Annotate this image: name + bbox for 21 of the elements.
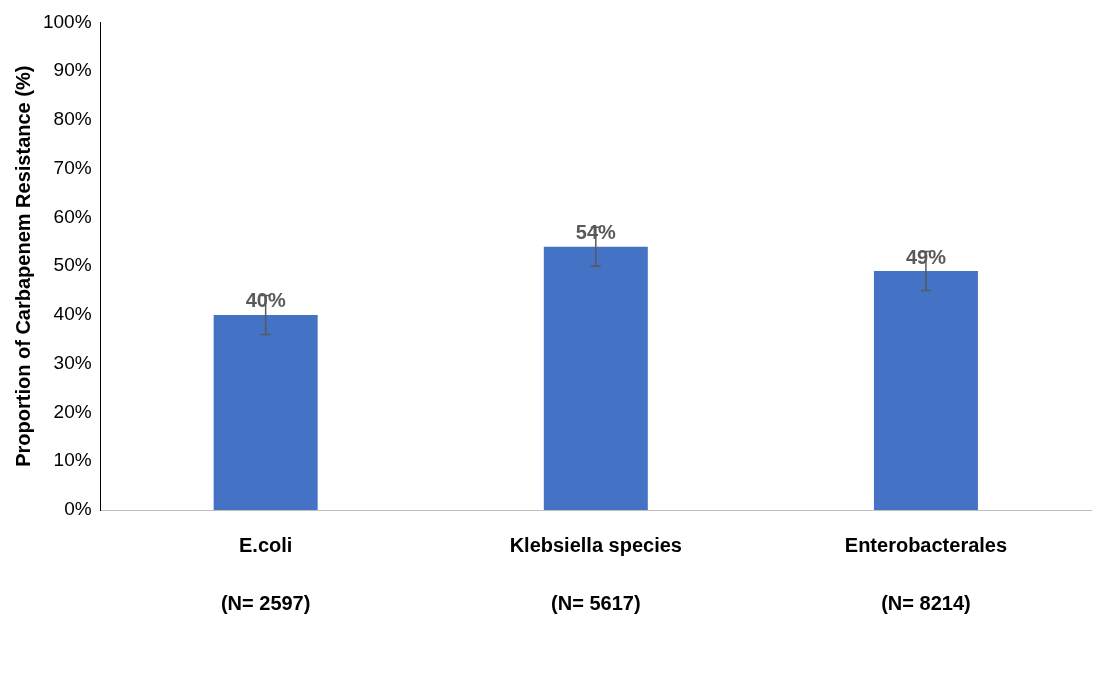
- y-tick-label: 100%: [42, 10, 92, 32]
- y-tick-label: 0%: [64, 498, 92, 520]
- y-tick-label: 40%: [53, 303, 92, 325]
- y-tick-label: 90%: [53, 59, 92, 81]
- x-tick-label: Enterobacterales: [844, 533, 1008, 556]
- bar: [213, 314, 318, 510]
- text: (N= 8214): [881, 591, 971, 614]
- text: (N= 2597): [220, 591, 311, 614]
- x-tick-label: E.coli: [238, 533, 293, 556]
- y-tick-label: 80%: [53, 108, 92, 130]
- bar: [873, 271, 978, 510]
- y-tick-label: 50%: [53, 254, 92, 276]
- y-axis-title: Proportion of Carbapenem Resistance (%): [11, 65, 34, 467]
- y-tick-label: 70%: [53, 156, 92, 178]
- text: (N= 5617): [551, 591, 641, 614]
- y-tick-label: 30%: [53, 351, 92, 373]
- x-tick-label: Klebsiella species: [509, 533, 682, 556]
- bar: [543, 246, 648, 510]
- y-tick-label: 10%: [53, 449, 92, 471]
- y-tick-label: 60%: [53, 205, 92, 227]
- y-tick-label: 20%: [53, 400, 92, 422]
